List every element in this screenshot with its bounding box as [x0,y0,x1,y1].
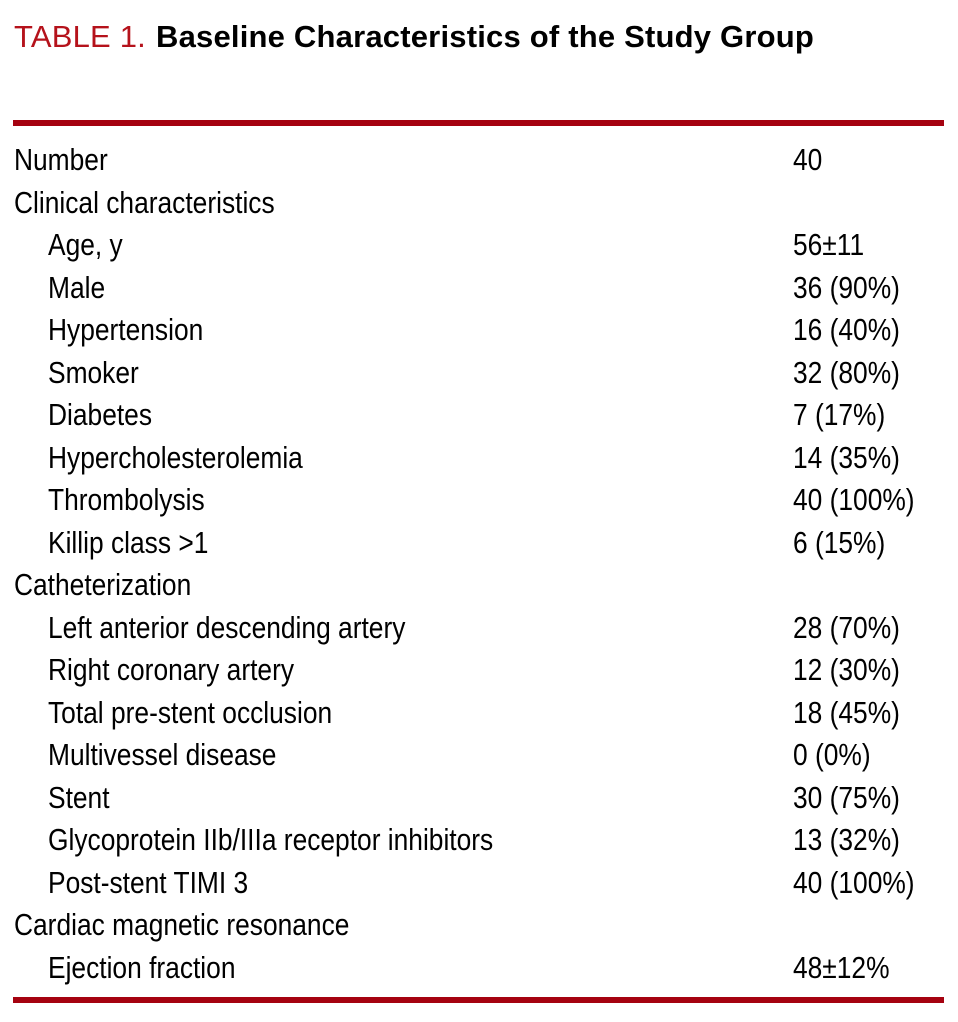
row-value: 32 (80%) [793,354,900,390]
row-value: 40 [793,142,823,177]
table-row: Stent 30 (75%) [14,777,945,820]
table-row: Multivessel disease 0 (0%) [14,734,945,777]
table-row: Hypercholesterolemia 14 (35%) [14,437,945,480]
row-value: 40 (100%) [793,482,915,517]
table-row: Glycoprotein IIb/IIIa receptor inhibitor… [14,819,945,862]
table-row: Post-stent TIMI 3 40 (100%) [14,862,945,905]
row-value: 6 (15%) [793,524,886,560]
table-row: Right coronary artery 12 (30%) [14,649,945,692]
table-row: Left anterior descending artery 28 (70%) [14,607,945,650]
bottom-rule [13,997,944,1003]
top-rule [13,120,944,126]
row-value: 40 (100%) [793,864,915,900]
row-label: Thrombolysis [48,482,205,517]
row-label: Right coronary artery [48,652,295,687]
table-row: Smoker 32 (80%) [14,352,945,395]
table-row: Clinical characteristics [14,182,945,225]
table-row: Number 40 [14,139,945,182]
row-label: Multivessel disease [48,737,277,772]
table-row: Age, y 56±11 [14,224,945,267]
table-row: Ejection fraction 48±12% [14,947,945,990]
table-title-text: Baseline Characteristics of the Study Gr… [155,19,815,54]
row-label: Ejection fraction [48,949,236,985]
row-label: Total pre-stent occlusion [48,694,333,730]
row-label: Stent [48,779,110,815]
row-value: 16 (40%) [793,312,900,347]
row-value: 0 (0%) [793,737,871,772]
table-row: Total pre-stent occlusion 18 (45%) [14,692,945,735]
row-label: Killip class >1 [48,524,209,560]
row-label: Cardiac magnetic resonance [14,907,350,942]
row-label: Diabetes [48,397,153,432]
row-label: Age, y [48,227,123,262]
row-value: 56±11 [793,227,865,262]
row-label: Left anterior descending artery [48,609,406,645]
row-value: 28 (70%) [793,609,900,645]
row-label: Glycoprotein IIb/IIIa receptor inhibitor… [48,822,494,857]
row-label: Catheterization [14,567,192,602]
row-label: Smoker [48,354,139,390]
table-row: Male 36 (90%) [14,267,945,310]
row-label: Post-stent TIMI 3 [48,864,249,900]
row-value: 36 (90%) [793,269,900,305]
row-label: Hypercholesterolemia [48,439,303,475]
row-label: Clinical characteristics [14,184,275,220]
row-label: Hypertension [48,312,204,347]
table-number-label: TABLE 1. [14,19,146,54]
table-row: Diabetes 7 (17%) [14,394,945,437]
row-value: 14 (35%) [793,439,900,475]
row-value: 18 (45%) [793,694,900,730]
row-value: 48±12% [793,949,890,985]
row-value: 13 (32%) [793,822,900,857]
row-value: 7 (17%) [793,397,886,432]
table-caption: TABLE 1. Baseline Characteristics of the … [14,13,924,61]
row-label: Male [48,269,106,305]
row-label: Number [14,142,108,177]
row-value: 30 (75%) [793,779,900,815]
table-row: Thrombolysis 40 (100%) [14,479,945,522]
table-row: Cardiac magnetic resonance [14,904,945,947]
table-row: Catheterization [14,564,945,607]
row-value: 12 (30%) [793,652,900,687]
table-row: Killip class >1 6 (15%) [14,522,945,565]
table-row: Hypertension 16 (40%) [14,309,945,352]
baseline-table: Number 40 Clinical characteristics Age, … [14,139,945,989]
